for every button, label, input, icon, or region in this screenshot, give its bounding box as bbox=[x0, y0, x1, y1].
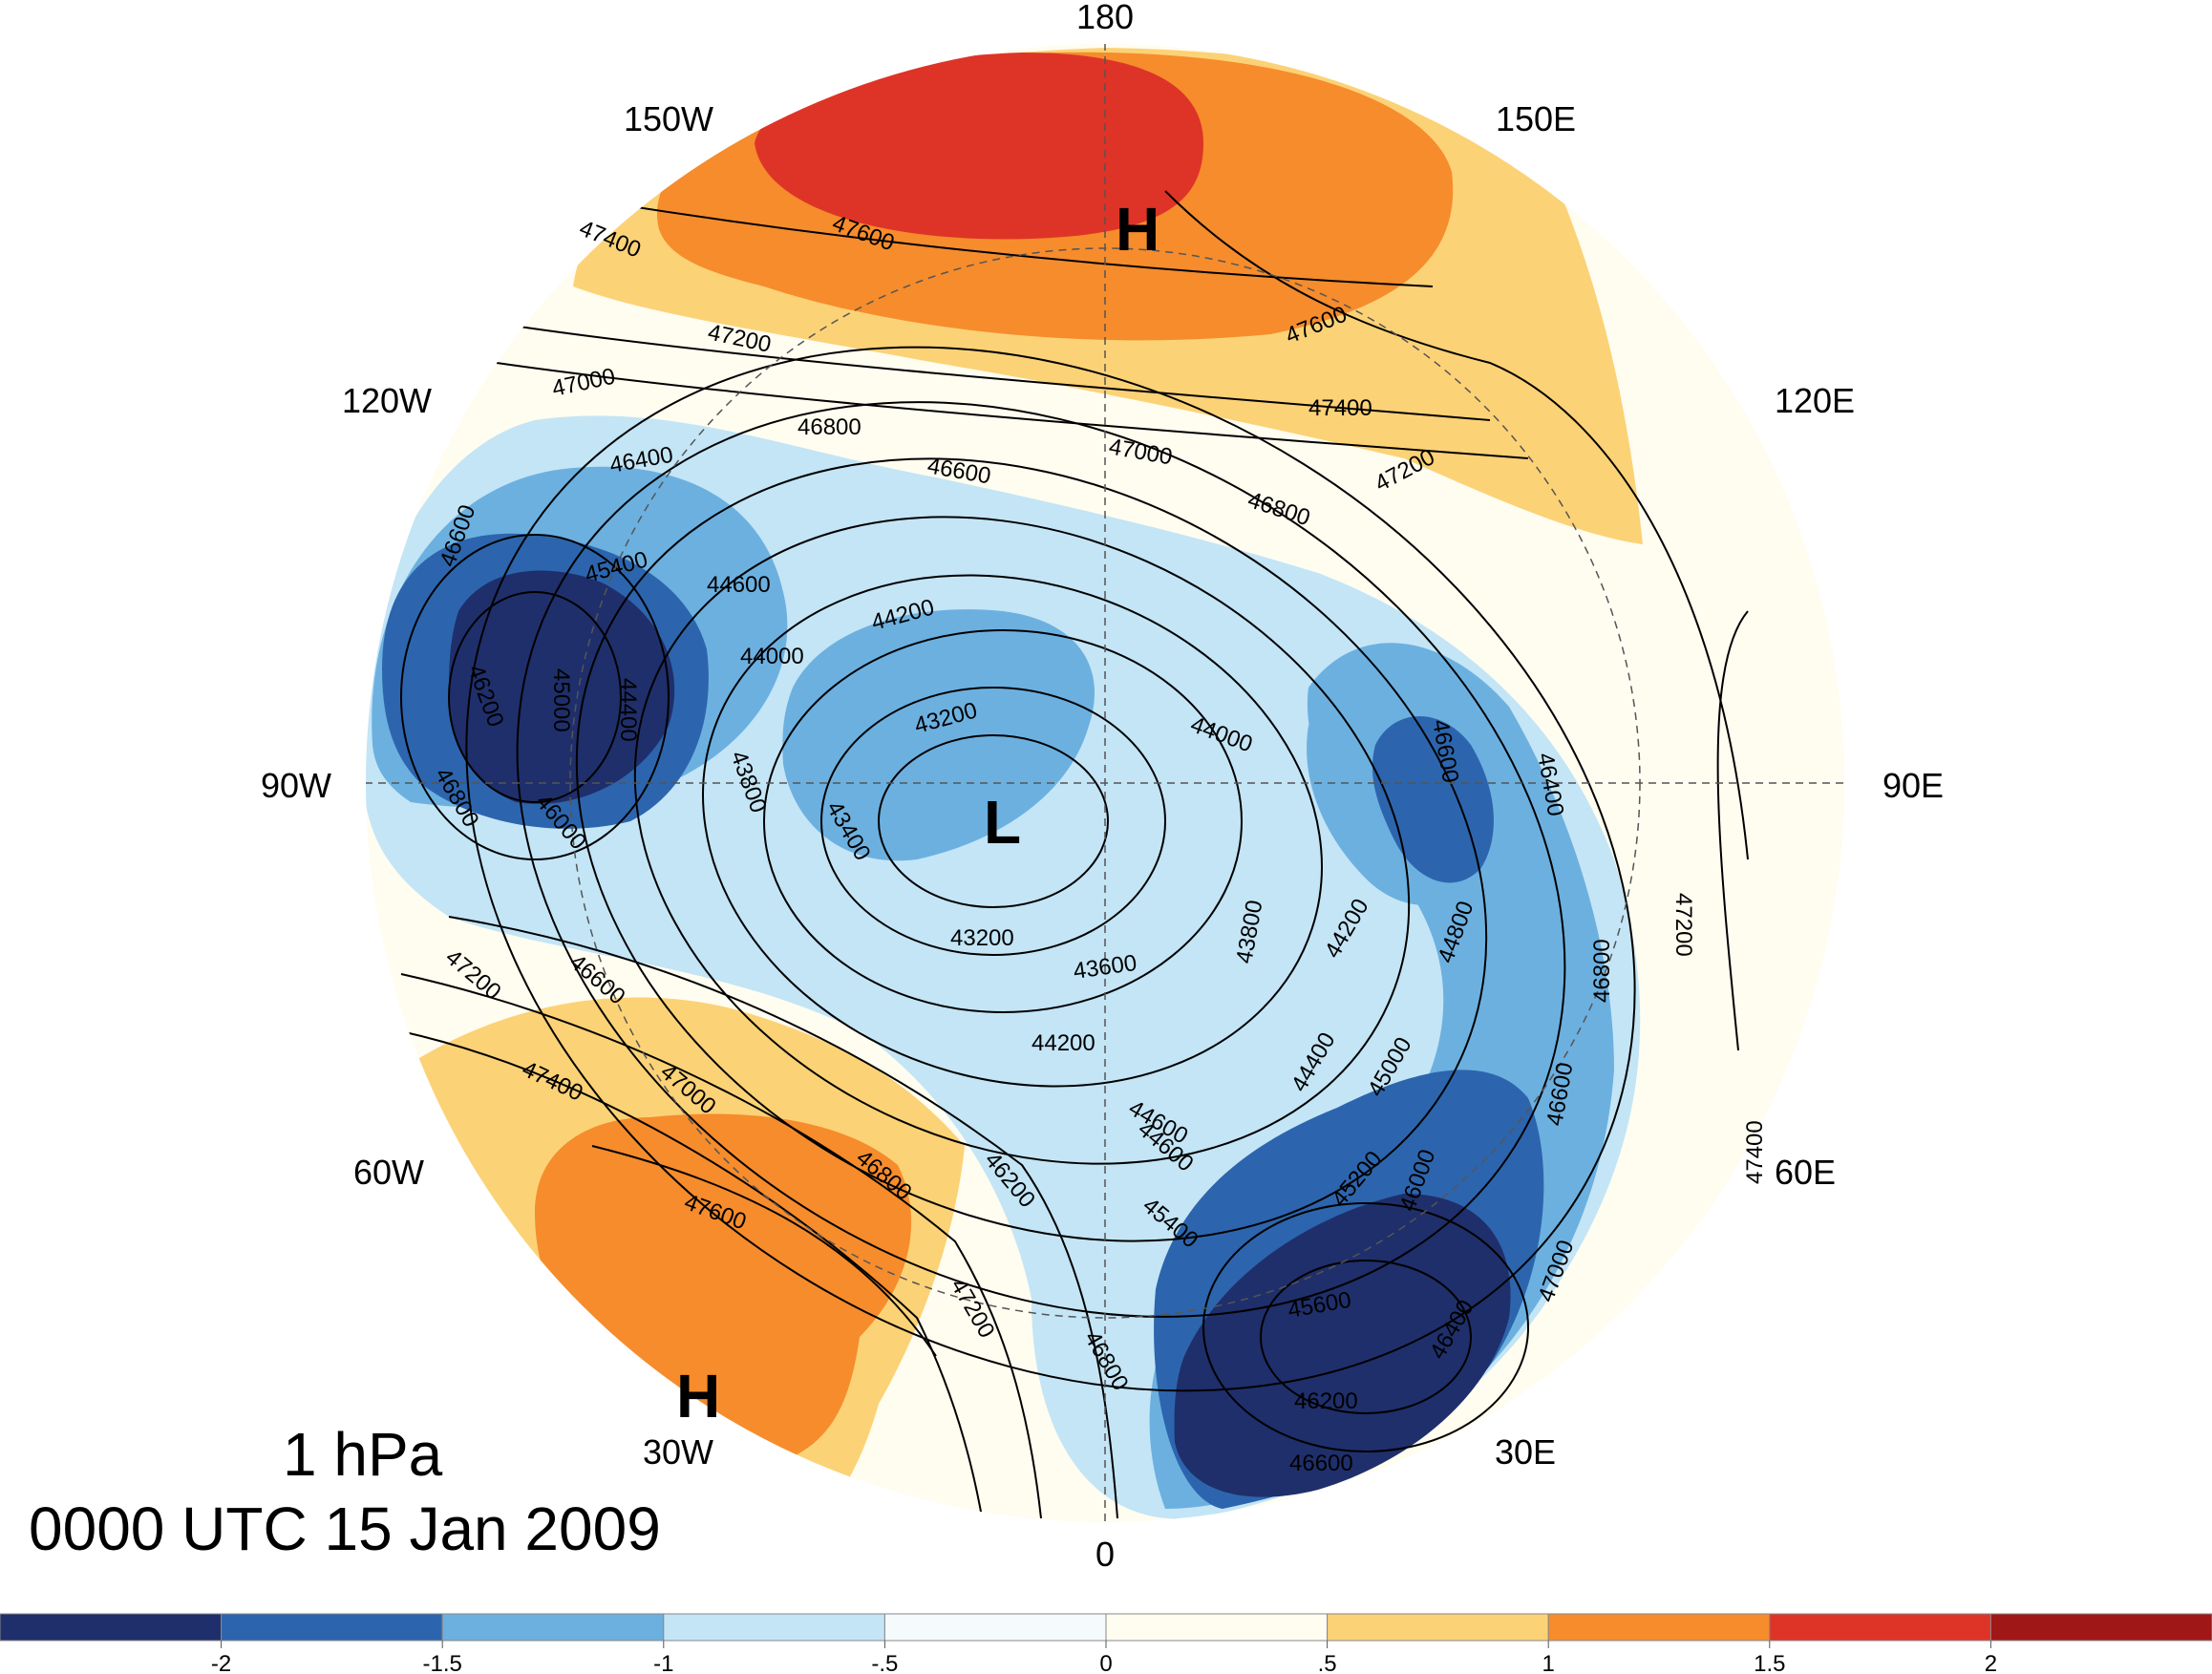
contour-line bbox=[448, 916, 1118, 1519]
lon-label-150e: 150E bbox=[1496, 99, 1576, 138]
lon-label-30e: 30E bbox=[1495, 1432, 1556, 1472]
contour-label: 46800 bbox=[1589, 939, 1615, 1003]
contour-label: 43200 bbox=[950, 925, 1014, 951]
colorbar-tick-label: .5 bbox=[1318, 1651, 1337, 1674]
lon-label-0: 0 bbox=[1095, 1535, 1115, 1574]
map-border bbox=[364, 42, 1846, 1524]
colorbar-tick-label: 1.5 bbox=[1754, 1651, 1785, 1674]
contour-line bbox=[763, 629, 1243, 1013]
contour-line bbox=[1260, 1260, 1472, 1414]
colorbar-swatch bbox=[1327, 1613, 1549, 1642]
colorbar-swatch bbox=[221, 1613, 443, 1642]
colorbar-tick-label: -2 bbox=[211, 1651, 231, 1674]
contour-label: 45000 bbox=[548, 668, 574, 732]
shade-positive-strong bbox=[755, 53, 1203, 240]
colorbar-swatches bbox=[0, 1613, 2212, 1642]
contour-line bbox=[400, 1030, 985, 1523]
colorbar-tick-label: 2 bbox=[1985, 1651, 1997, 1674]
contour-line bbox=[496, 362, 1529, 459]
contour-label: 44600 bbox=[707, 572, 771, 598]
contour-line bbox=[878, 734, 1109, 908]
colorbar-tick-label: -1 bbox=[653, 1651, 673, 1674]
colorbar-swatch bbox=[441, 1613, 665, 1642]
longitude-labels: 180 150W 150E 120W 120E 90W 90E 60W 60E … bbox=[261, 0, 1944, 1574]
colorbar-swatch bbox=[663, 1613, 885, 1642]
contour-label: 46600 bbox=[1289, 1451, 1353, 1476]
contour-label: 47200 bbox=[1670, 893, 1696, 957]
colorbar-swatch bbox=[883, 1613, 1107, 1642]
colorbar-tick-label: 0 bbox=[1099, 1651, 1112, 1674]
graticule bbox=[365, 43, 1845, 1523]
colorbar-tick-label: -.5 bbox=[871, 1651, 898, 1674]
valid-time-label: 0000 UTC 15 Jan 2009 bbox=[29, 1494, 661, 1563]
contour-label: 44200 bbox=[1032, 1030, 1095, 1056]
contour-label: 46200 bbox=[1294, 1388, 1358, 1414]
colorbar-swatch bbox=[1105, 1613, 1329, 1642]
contour-line bbox=[516, 401, 1566, 1318]
contour-line bbox=[633, 516, 1411, 1165]
contour-line bbox=[820, 687, 1166, 956]
contour-line bbox=[591, 1145, 937, 1357]
contour-line bbox=[448, 591, 622, 803]
pressure-level-label: 1 hPa bbox=[283, 1420, 443, 1489]
colorbar-swatch bbox=[1769, 1613, 1991, 1642]
contour-line bbox=[702, 574, 1323, 1088]
lon-label-120e: 120E bbox=[1775, 381, 1855, 420]
lon-label-60w: 60W bbox=[353, 1153, 424, 1192]
contour-line bbox=[465, 346, 1636, 1392]
lon-label-60e: 60E bbox=[1775, 1153, 1836, 1192]
contour-line bbox=[1164, 190, 1749, 860]
lon-label-90w: 90W bbox=[261, 766, 331, 805]
shade-negative-extreme-west bbox=[449, 570, 675, 804]
contour-label: 46800 bbox=[798, 414, 861, 440]
low-pressure-marker: L bbox=[984, 788, 1021, 857]
contour-line bbox=[1202, 1202, 1529, 1452]
contour-line bbox=[505, 324, 1491, 421]
lon-label-180: 180 bbox=[1076, 0, 1134, 36]
lon-label-120w: 120W bbox=[342, 381, 432, 420]
contour-line bbox=[1716, 610, 1749, 1051]
high-pressure-marker: H bbox=[676, 1362, 720, 1430]
colorbar-tick-label: 1 bbox=[1542, 1651, 1555, 1674]
contour-line bbox=[400, 534, 670, 860]
shade-negative-strong-east-upper bbox=[1372, 716, 1494, 883]
colorbar: -2 -1.5 -1 -.5 0 .5 1 1.5 2 bbox=[0, 1613, 2212, 1674]
contour-label: 44000 bbox=[740, 644, 804, 669]
colorbar-ticks: -2 -1.5 -1 -.5 0 .5 1 1.5 2 bbox=[211, 1641, 1997, 1674]
lon-label-150w: 150W bbox=[624, 99, 713, 138]
contour-line bbox=[400, 973, 1042, 1519]
contour-label: 47400 bbox=[1742, 1120, 1768, 1184]
colorbar-tick-label: -1.5 bbox=[423, 1651, 462, 1674]
lon-label-30w: 30W bbox=[643, 1432, 713, 1472]
contour-label: 47400 bbox=[1308, 395, 1372, 421]
colorbar-swatch bbox=[1547, 1613, 1771, 1642]
high-pressure-marker: H bbox=[1116, 195, 1159, 264]
geopotential-contours bbox=[400, 190, 1749, 1523]
contour-label: 44400 bbox=[615, 678, 641, 742]
colorbar-swatch bbox=[1989, 1613, 2212, 1642]
lon-label-90e: 90E bbox=[1882, 766, 1944, 805]
shade-negative-medium-center bbox=[782, 609, 1095, 861]
latitude-circle bbox=[569, 247, 1641, 1319]
colorbar-swatch bbox=[0, 1613, 223, 1642]
